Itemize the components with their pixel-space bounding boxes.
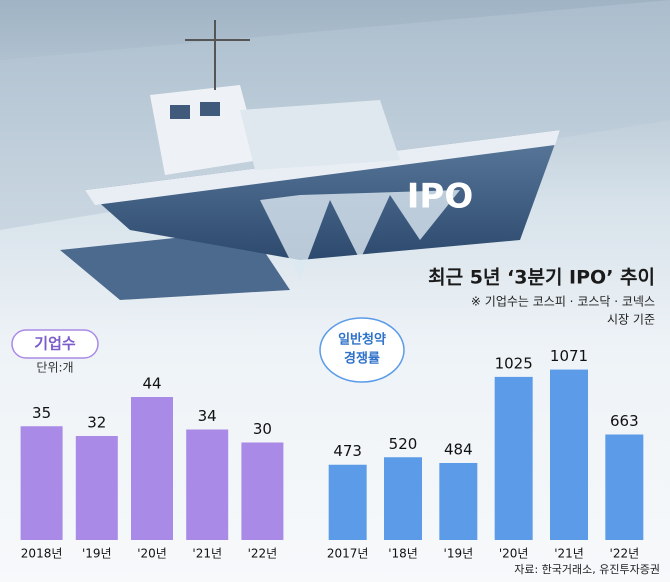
- note-line: ※ 기업수는 코스피 · 코스닥 · 코넥스: [471, 295, 655, 309]
- value-label: 30: [253, 420, 272, 438]
- x-tick-label: '19년: [82, 547, 112, 561]
- title: 최근 5년 ‘3분기 IPO’ 추이: [428, 267, 655, 289]
- bar: [75, 436, 118, 540]
- bar: [384, 457, 422, 540]
- bar: [605, 434, 644, 540]
- bar: [439, 462, 478, 540]
- bar: [328, 464, 367, 540]
- badge: [319, 317, 405, 383]
- x-tick-label: '20년: [499, 547, 529, 561]
- boat-illustration: IPO: [60, 20, 560, 300]
- x-tick-label: '21년: [554, 547, 584, 561]
- value-label: 32: [87, 414, 106, 432]
- value-label: 663: [610, 412, 639, 430]
- value-label: 1025: [495, 354, 533, 372]
- value-label: 1071: [550, 347, 588, 365]
- note-line: 시장 기준: [607, 313, 655, 327]
- source: 자료: 한국거래소, 유진투자증권: [514, 563, 660, 576]
- value-label: 34: [198, 407, 217, 425]
- x-tick-label: '20년: [137, 547, 167, 561]
- boat-label: IPO: [407, 177, 473, 217]
- bar: [20, 426, 63, 540]
- value-label: 35: [32, 404, 51, 422]
- value-label: 484: [444, 440, 473, 458]
- unit-label: 단위:개: [36, 361, 73, 375]
- x-tick-label: 2017년: [327, 547, 369, 561]
- x-tick-label: '21년: [192, 547, 222, 561]
- badge: [11, 329, 99, 359]
- chart-title: 일반청약: [338, 332, 386, 348]
- bar: [241, 442, 284, 540]
- x-tick-label: 2018년: [21, 547, 63, 561]
- bar: [494, 376, 533, 540]
- value-label: 520: [389, 435, 418, 453]
- value-label: 473: [333, 442, 362, 460]
- x-tick-label: '18년: [388, 547, 418, 561]
- value-label: 44: [142, 375, 161, 393]
- bar: [550, 369, 588, 540]
- bar: [186, 429, 229, 540]
- x-tick-label: '22년: [248, 547, 278, 561]
- chart-title: 기업수: [34, 335, 76, 353]
- bar: [131, 397, 173, 540]
- chart-title: 경쟁률: [344, 351, 380, 367]
- x-tick-label: '19년: [444, 547, 474, 561]
- x-tick-label: '22년: [610, 547, 640, 561]
